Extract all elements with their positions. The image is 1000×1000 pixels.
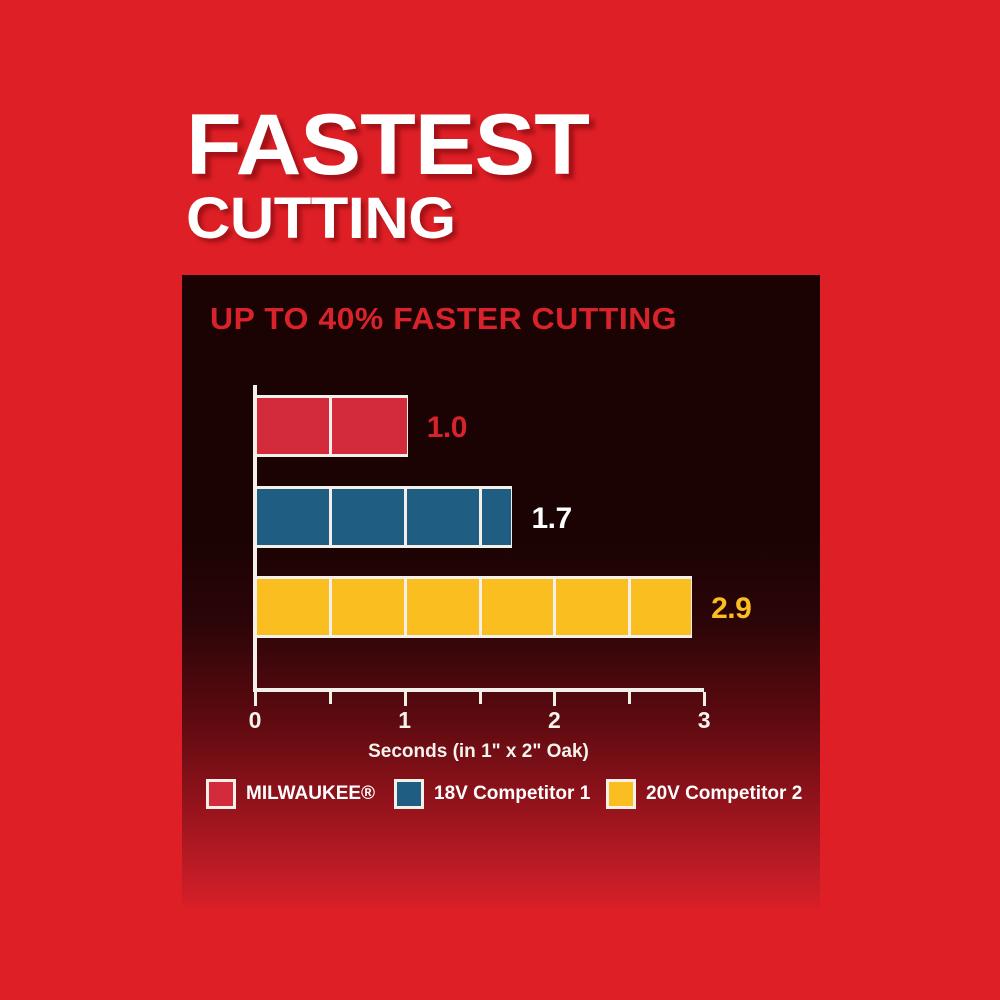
x-axis-tick [703,692,707,706]
bar [254,395,408,457]
legend-item: 18V Competitor 1 [394,779,590,809]
legend-label: 18V Competitor 1 [434,783,591,804]
legend-swatch [606,779,636,809]
x-axis-tick [254,692,257,706]
x-axis-tick [403,692,407,706]
x-axis-tick-label: 2 [547,707,561,733]
bar-segment [331,489,407,545]
bar-segment [257,579,332,635]
chart-panel: UP TO 40% FASTER CUTTING 0 1 2 3 1.0 1.7 2.9 … [182,275,820,908]
chart-plot-area: 0 1 2 3 1.0 1.7 2.9 Seconds (in 1" x 2" Oak) [182,275,820,908]
x-axis-tick [328,692,332,704]
x-axis-tick [478,692,482,704]
headline-line-2: CUTTING [186,185,456,251]
bar-segment [257,398,332,454]
headline-line-1: FASTEST [186,97,590,193]
legend-label: 20V Competitor 2 [646,783,803,804]
bar-segment [631,579,692,635]
x-axis-tick-label: 1 [398,707,412,733]
x-axis-tick-label: 0 [248,707,262,733]
x-axis-tick-label: 3 [697,707,711,733]
bar-segment [257,489,332,545]
bar-segment [481,489,512,545]
x-axis-tick [553,692,557,706]
bar [254,576,693,638]
x-axis-caption: Seconds (in 1" x 2" Oak) [368,741,589,762]
bar-segment [406,489,482,545]
bar [254,486,513,548]
legend-label: MILWAUKEE® [246,783,376,804]
bar-segment [331,398,407,454]
headline: FASTEST CUTTING [186,102,886,248]
chart-title: UP TO 40% FASTER CUTTING [210,301,678,336]
bar-value-label: 1.0 [426,411,468,444]
legend-item: 20V Competitor 2 [606,779,802,809]
x-axis-line [253,688,704,692]
bar-segment [331,579,407,635]
x-axis-tick [628,692,632,704]
bar-segment [556,579,632,635]
legend-item: MILWAUKEE® [206,779,375,809]
legend-swatch [394,779,424,809]
legend-swatch [206,779,236,809]
bar-value-label: 2.9 [711,592,752,625]
bar-segment [406,579,482,635]
bar-segment [481,579,557,635]
bar-value-label: 1.7 [531,502,572,535]
